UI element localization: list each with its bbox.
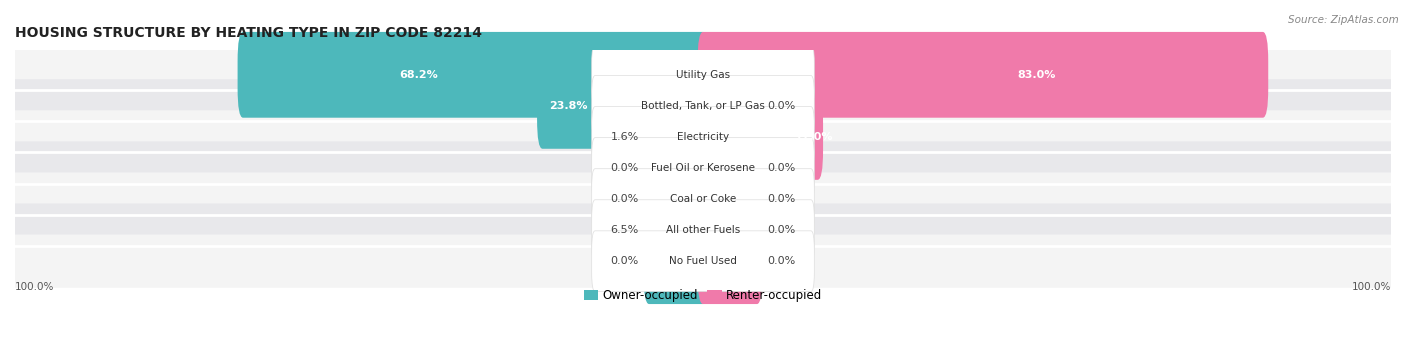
FancyBboxPatch shape: [697, 156, 762, 242]
FancyBboxPatch shape: [697, 32, 1268, 118]
Text: Electricity: Electricity: [676, 132, 730, 142]
FancyBboxPatch shape: [13, 203, 1393, 257]
FancyBboxPatch shape: [13, 141, 1393, 194]
FancyBboxPatch shape: [592, 138, 814, 198]
Legend: Owner-occupied, Renter-occupied: Owner-occupied, Renter-occupied: [579, 284, 827, 307]
FancyBboxPatch shape: [238, 32, 709, 118]
FancyBboxPatch shape: [592, 45, 814, 105]
FancyBboxPatch shape: [697, 187, 762, 273]
Text: 0.0%: 0.0%: [610, 194, 638, 204]
Text: HOUSING STRUCTURE BY HEATING TYPE IN ZIP CODE 82214: HOUSING STRUCTURE BY HEATING TYPE IN ZIP…: [15, 26, 482, 40]
FancyBboxPatch shape: [644, 125, 709, 211]
Text: 0.0%: 0.0%: [768, 163, 796, 173]
Text: 0.0%: 0.0%: [768, 256, 796, 266]
Text: 100.0%: 100.0%: [1351, 282, 1391, 292]
FancyBboxPatch shape: [13, 235, 1393, 288]
Text: No Fuel Used: No Fuel Used: [669, 256, 737, 266]
FancyBboxPatch shape: [13, 172, 1393, 226]
Text: Bottled, Tank, or LP Gas: Bottled, Tank, or LP Gas: [641, 101, 765, 111]
FancyBboxPatch shape: [697, 63, 762, 149]
Text: Coal or Coke: Coal or Coke: [669, 194, 737, 204]
Text: Utility Gas: Utility Gas: [676, 70, 730, 80]
FancyBboxPatch shape: [644, 156, 709, 242]
Text: 23.8%: 23.8%: [550, 101, 588, 111]
FancyBboxPatch shape: [13, 110, 1393, 164]
FancyBboxPatch shape: [537, 63, 709, 149]
FancyBboxPatch shape: [592, 200, 814, 260]
Text: 0.0%: 0.0%: [768, 101, 796, 111]
FancyBboxPatch shape: [697, 218, 762, 304]
Text: 1.6%: 1.6%: [610, 132, 638, 142]
FancyBboxPatch shape: [697, 125, 762, 211]
Text: Source: ZipAtlas.com: Source: ZipAtlas.com: [1288, 15, 1399, 25]
FancyBboxPatch shape: [644, 218, 709, 304]
FancyBboxPatch shape: [644, 187, 709, 273]
FancyBboxPatch shape: [592, 231, 814, 291]
Text: 0.0%: 0.0%: [768, 194, 796, 204]
FancyBboxPatch shape: [697, 94, 823, 180]
Text: 6.5%: 6.5%: [610, 225, 638, 235]
Text: 17.0%: 17.0%: [794, 132, 834, 142]
FancyBboxPatch shape: [592, 169, 814, 230]
FancyBboxPatch shape: [592, 107, 814, 167]
Text: 83.0%: 83.0%: [1018, 70, 1056, 80]
FancyBboxPatch shape: [13, 48, 1393, 101]
FancyBboxPatch shape: [13, 79, 1393, 133]
Text: All other Fuels: All other Fuels: [666, 225, 740, 235]
Text: 0.0%: 0.0%: [610, 163, 638, 173]
Text: Fuel Oil or Kerosene: Fuel Oil or Kerosene: [651, 163, 755, 173]
FancyBboxPatch shape: [644, 94, 709, 180]
Text: 68.2%: 68.2%: [399, 70, 439, 80]
FancyBboxPatch shape: [592, 75, 814, 136]
Text: 0.0%: 0.0%: [610, 256, 638, 266]
Text: 0.0%: 0.0%: [768, 225, 796, 235]
Text: 100.0%: 100.0%: [15, 282, 55, 292]
